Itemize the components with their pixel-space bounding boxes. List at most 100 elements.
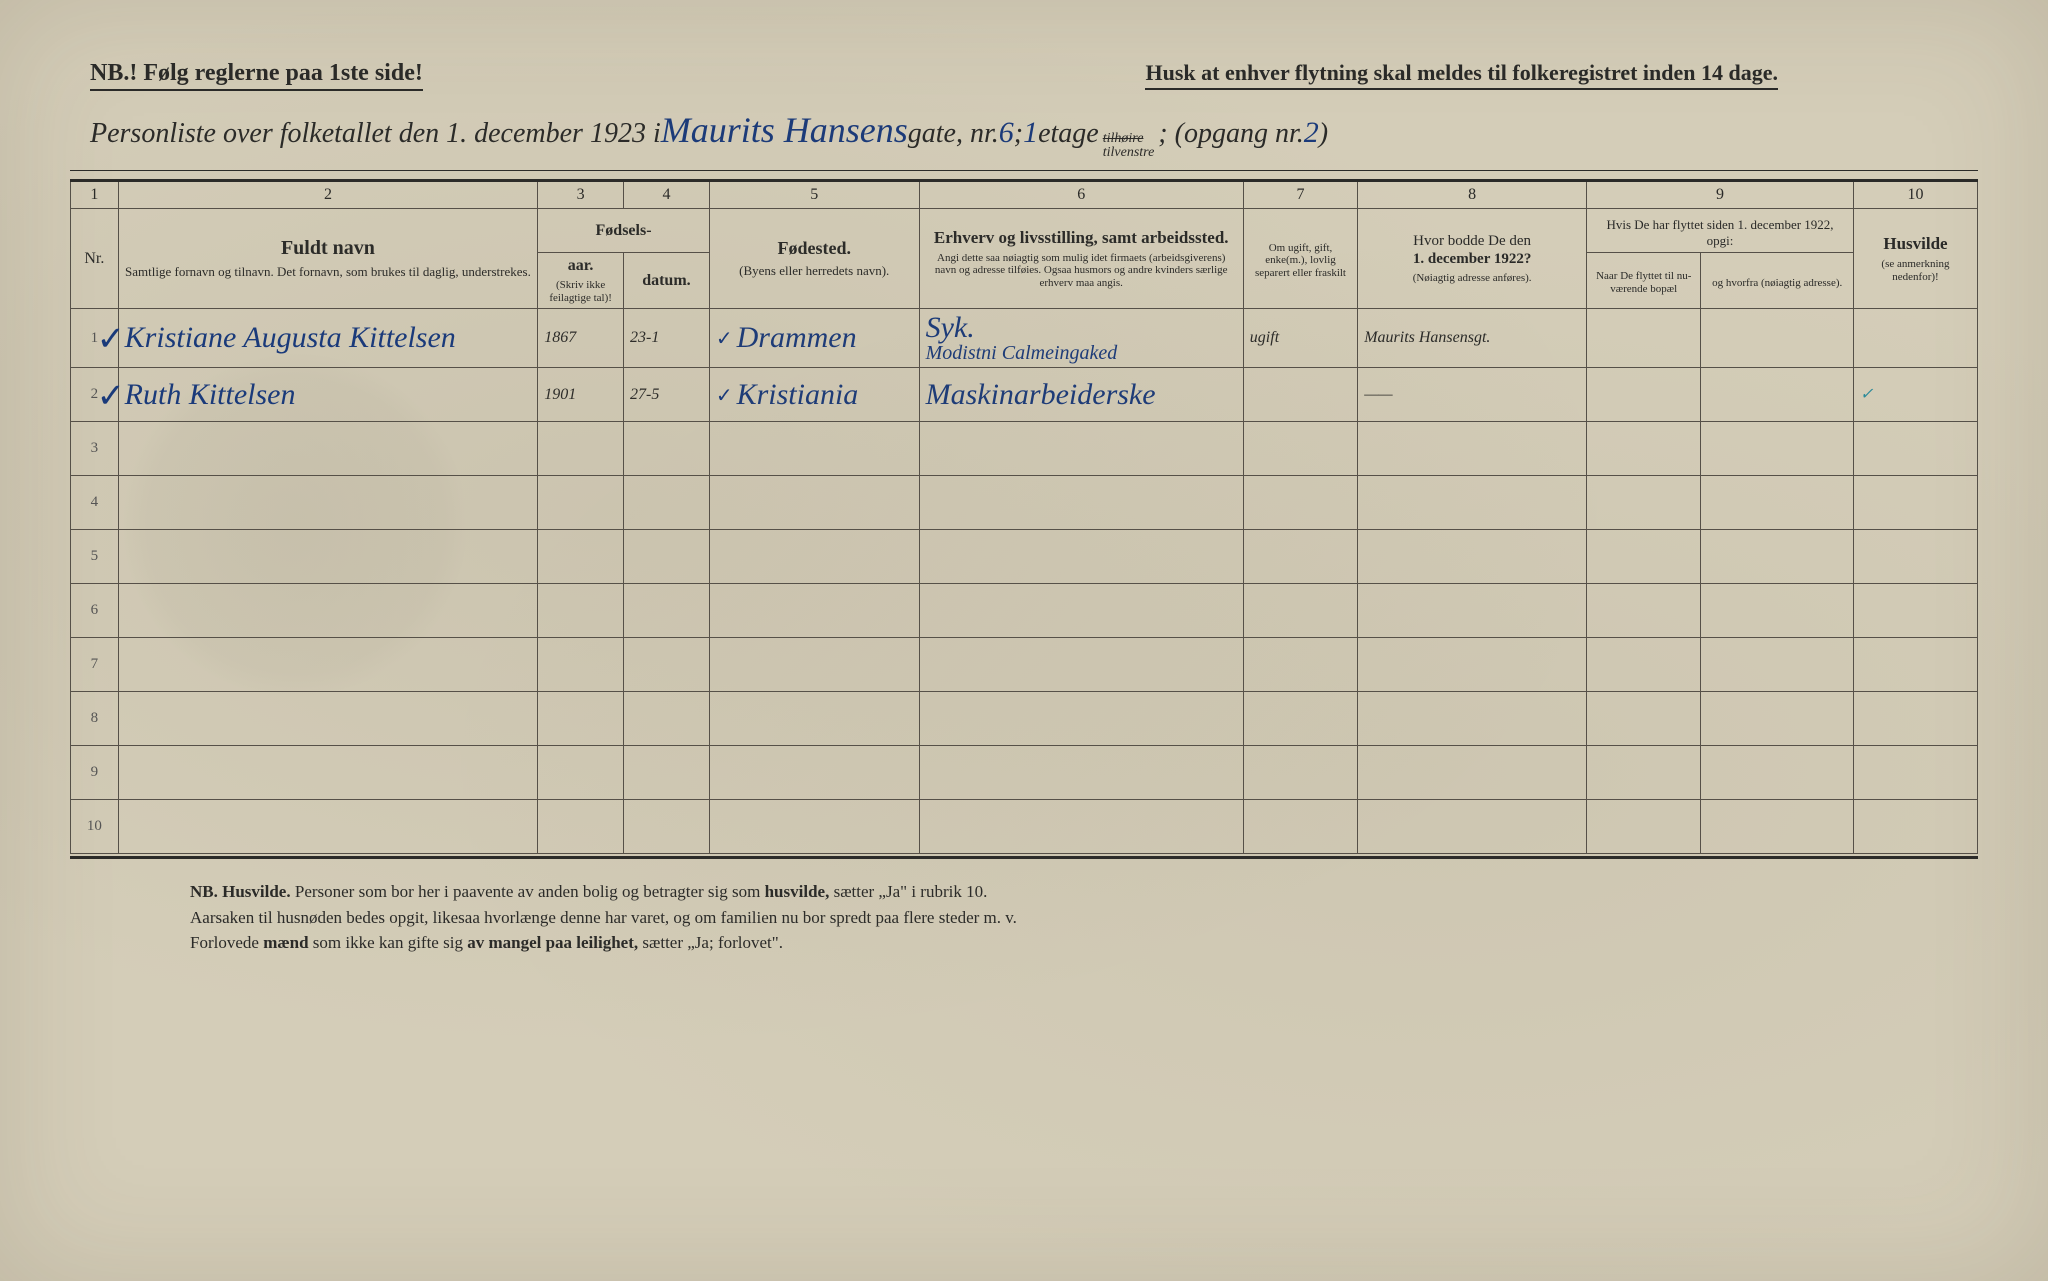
th-erhverv-main: Erhverv og livsstilling, samt arbeidsste… bbox=[934, 228, 1229, 247]
fodested-hw: Drammen bbox=[737, 321, 857, 354]
footer-line-1: NB. Husvilde. Personer som bor her i paa… bbox=[190, 879, 1978, 905]
opgang-number-hw: 2 bbox=[1304, 116, 1319, 150]
th-husvilde: Husvilde (se anmerkning nedenfor)! bbox=[1853, 209, 1977, 309]
th-husvilde-main: Husvilde bbox=[1883, 234, 1947, 253]
check-icon: ✓ bbox=[97, 376, 126, 416]
cell-aar: 1867 bbox=[538, 309, 624, 368]
cell-9a bbox=[1587, 368, 1701, 422]
th-fuldt-navn: Fuldt navn Samtlige fornavn og tilnavn. … bbox=[118, 209, 538, 309]
th-aar-text: aar. bbox=[568, 257, 594, 274]
navn-hw: Ruth Kittelsen bbox=[125, 378, 296, 411]
cell-fodested: ✓ Drammen bbox=[709, 309, 919, 368]
th-navn-main: Fuldt navn bbox=[281, 237, 375, 259]
th-navn-sub: Samtlige fornavn og tilnavn. Det fornavn… bbox=[125, 264, 532, 280]
th-hvor-bodde: Hvor bodde De den1. december 1922? (Nøia… bbox=[1358, 209, 1587, 309]
cell-civil bbox=[1243, 368, 1357, 422]
th-bodde-main: Hvor bodde De den1. december 1922? bbox=[1413, 233, 1531, 267]
table-row: 7 bbox=[71, 638, 1978, 692]
cell-10 bbox=[1853, 309, 1977, 368]
table-row: 9 bbox=[71, 746, 1978, 800]
table-row: 8 bbox=[71, 692, 1978, 746]
sep1: ; bbox=[1014, 118, 1023, 150]
footer-l1c: husvilde, bbox=[765, 882, 830, 901]
th-civilstand: Om ugift, gift, enke(m.), lovlig separer… bbox=[1243, 209, 1357, 309]
cell-bodde: —— bbox=[1358, 368, 1587, 422]
th-naar-flyttet: Naar De flyttet til nu-værende bopæl bbox=[1587, 253, 1701, 309]
gate-label: gate, nr. bbox=[908, 118, 999, 150]
th-naar-text: Naar De flyttet til nu-værende bopæl bbox=[1593, 270, 1694, 295]
footer-l3d: av mangel paa leilighet, bbox=[467, 933, 638, 952]
sep2: ; (opgang nr. bbox=[1158, 118, 1303, 150]
colnum-6: 6 bbox=[919, 181, 1243, 209]
close-paren: ) bbox=[1319, 118, 1328, 150]
th-datum: datum. bbox=[624, 253, 710, 309]
row-nr: 4 bbox=[71, 476, 119, 530]
footer-nb: NB. Husvilde. bbox=[190, 882, 291, 901]
th-fodested: Fødested. (Byens eller herredets navn). bbox=[709, 209, 919, 309]
table-row: 10 bbox=[71, 800, 1978, 854]
th-fodested-sub: (Byens eller herredets navn). bbox=[716, 263, 913, 279]
colnum-9: 9 bbox=[1587, 181, 1854, 209]
cell-datum: 23-1 bbox=[624, 309, 710, 368]
fodested-hw: Kristiania bbox=[737, 378, 859, 411]
cell-civil: ugift bbox=[1243, 309, 1357, 368]
th-civil-text: Om ugift, gift, enke(m.), lovlig separer… bbox=[1250, 242, 1351, 280]
cell-10: ✓ bbox=[1853, 368, 1977, 422]
table-body: 1 ✓ Kristiane Augusta Kittelsen 1867 23-… bbox=[71, 309, 1978, 854]
census-table: 1 2 3 4 5 6 7 8 9 10 Nr. Fuldt navn Samt… bbox=[70, 179, 1978, 854]
table-row: 3 bbox=[71, 422, 1978, 476]
row-nr: 5 bbox=[71, 530, 119, 584]
colnum-4: 4 bbox=[624, 181, 710, 209]
colnum-5: 5 bbox=[709, 181, 919, 209]
cell-fodested: ✓ Kristiania bbox=[709, 368, 919, 422]
cell-9a bbox=[1587, 309, 1701, 368]
header-row-2: Personliste over folketallet den 1. dece… bbox=[70, 109, 1978, 171]
erhverv2-hw: Modistni Calmeingaked bbox=[926, 343, 1237, 363]
tick-icon: ✓ bbox=[716, 328, 733, 350]
colnum-8: 8 bbox=[1358, 181, 1587, 209]
cell-9b bbox=[1701, 368, 1854, 422]
etage-number-hw: 1 bbox=[1023, 116, 1038, 150]
footer-l3e: sætter „Ja; forlovet". bbox=[642, 933, 783, 952]
personliste-prefix: Personliste over folketallet den 1. dece… bbox=[90, 118, 661, 150]
th-fodested-main: Fødested. bbox=[777, 238, 851, 258]
th-husvilde-sub: (se anmerkning nedenfor)! bbox=[1860, 258, 1971, 283]
footer-l1b: Personer som bor her i paavente av anden… bbox=[295, 882, 765, 901]
th-bodde-sub: (Nøiagtig adresse anføres). bbox=[1364, 272, 1580, 285]
th-fodsels: Fødsels- bbox=[538, 209, 710, 253]
row-nr: 9 bbox=[71, 746, 119, 800]
row-nr: 3 bbox=[71, 422, 119, 476]
row-nr: 8 bbox=[71, 692, 119, 746]
th-hvorfra: og hvorfra (nøiagtig adresse). bbox=[1701, 253, 1854, 309]
table-row: 2 ✓ Ruth Kittelsen 1901 27-5 ✓ Kristiani… bbox=[71, 368, 1978, 422]
cell-datum: 27-5 bbox=[624, 368, 710, 422]
footer-line-3: Forlovede mænd som ikke kan gifte sig av… bbox=[190, 930, 1978, 956]
colnum-3: 3 bbox=[538, 181, 624, 209]
th-erhverv-sub: Angi dette saa nøiagtig som mulig idet f… bbox=[926, 252, 1237, 290]
colnum-7: 7 bbox=[1243, 181, 1357, 209]
th-hvis-flyttet: Hvis De har flyttet siden 1. december 19… bbox=[1587, 209, 1854, 253]
gate-number-hw: 6 bbox=[999, 116, 1014, 150]
cell-aar: 1901 bbox=[538, 368, 624, 422]
table-row: 1 ✓ Kristiane Augusta Kittelsen 1867 23-… bbox=[71, 309, 1978, 368]
table-row: 4 bbox=[71, 476, 1978, 530]
row-nr: 6 bbox=[71, 584, 119, 638]
nb-instruction: NB.! Følg reglerne paa 1ste side! bbox=[90, 60, 423, 91]
th-nr-text: Nr. bbox=[84, 250, 104, 267]
census-form-page: NB.! Følg reglerne paa 1ste side! Husk a… bbox=[0, 0, 2048, 1281]
th-aar: aar. (Skriv ikke feilagtige tal)! bbox=[538, 253, 624, 309]
footer-note: NB. Husvilde. Personer som bor her i paa… bbox=[70, 879, 1978, 956]
side-stack: tilhøire tilvenstre bbox=[1103, 132, 1155, 160]
check-icon: ✓ bbox=[97, 319, 126, 359]
street-name-hw: Maurits Hansens bbox=[661, 109, 908, 151]
header-row-1: NB.! Følg reglerne paa 1ste side! Husk a… bbox=[70, 60, 1978, 91]
th-erhverv: Erhverv og livsstilling, samt arbeidsste… bbox=[919, 209, 1243, 309]
etage-label: etage bbox=[1038, 118, 1099, 150]
th-flyttet-text: Hvis De har flyttet siden 1. december 19… bbox=[1593, 217, 1847, 248]
husk-instruction: Husk at enhver flytning skal meldes til … bbox=[1145, 60, 1778, 90]
tick-icon: ✓ bbox=[716, 385, 733, 407]
cell-navn: ✓ Kristiane Augusta Kittelsen bbox=[118, 309, 538, 368]
navn-hw: Kristiane Augusta Kittelsen bbox=[125, 321, 456, 354]
cell-erhverv: Maskinarbeiderske bbox=[919, 368, 1243, 422]
th-nr: Nr. bbox=[71, 209, 119, 309]
